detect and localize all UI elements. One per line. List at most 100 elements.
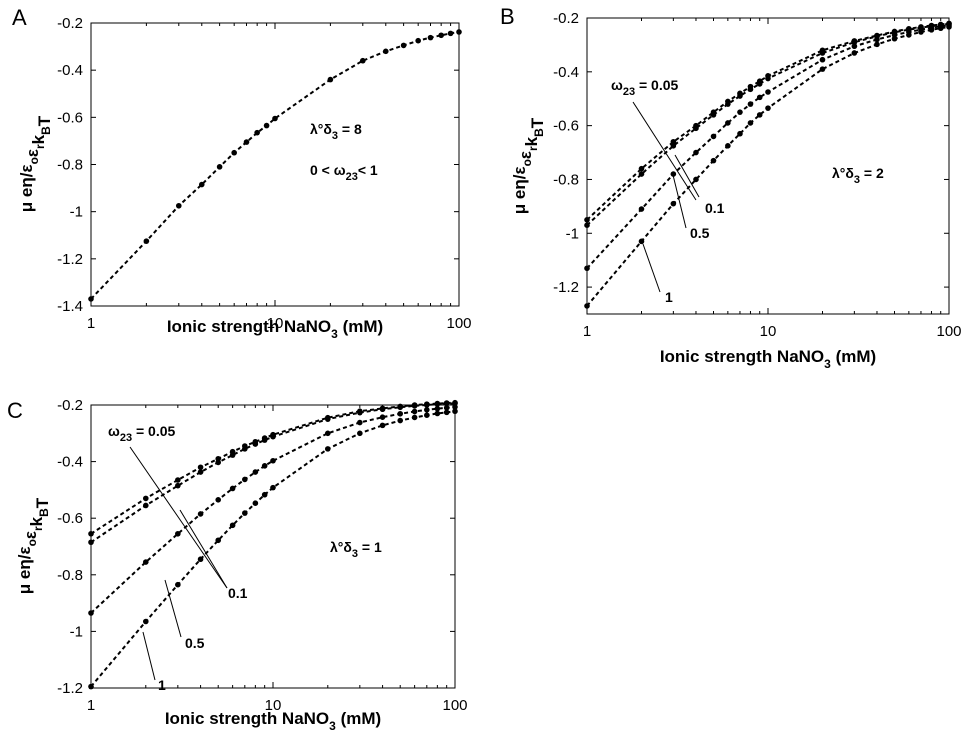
leader-line — [674, 154, 700, 198]
y-tick-label: -0.2 — [57, 397, 83, 414]
plot-frame — [90, 404, 456, 689]
data-point — [693, 125, 699, 132]
data-point — [400, 42, 407, 49]
y-tick-label: -1 — [566, 225, 579, 242]
data-point — [357, 430, 363, 437]
data-point — [197, 464, 204, 471]
data-point — [242, 476, 248, 483]
leader-line — [672, 174, 687, 229]
y-tick-label: -0.8 — [57, 567, 83, 584]
data-point — [252, 500, 259, 507]
series-0-5 — [88, 404, 458, 616]
x-tick-label: 1 — [583, 323, 591, 340]
data-point — [197, 469, 204, 475]
data-point — [765, 75, 771, 82]
data-point — [765, 105, 771, 111]
data-point — [928, 27, 935, 33]
data-point — [710, 157, 717, 164]
data-point — [584, 265, 590, 272]
data-point — [175, 530, 181, 537]
x-tick-label: 1 — [87, 315, 95, 332]
annotation: 0.1 — [705, 200, 725, 216]
x-axis-label: Ionic strength NaNO3 (mM) — [165, 709, 381, 733]
data-point — [756, 94, 763, 101]
data-point — [229, 485, 236, 492]
y-tick-label: -1.2 — [553, 279, 579, 296]
data-point — [261, 491, 268, 498]
data-point — [424, 402, 430, 408]
data-point — [243, 139, 250, 145]
data-point — [197, 556, 204, 563]
data-point — [438, 32, 444, 39]
x-tick-label: 100 — [936, 323, 961, 340]
annotation: ω23 = 0.05 — [611, 77, 678, 98]
series-0 — [88, 29, 462, 302]
data-point — [261, 463, 268, 469]
data-point — [272, 115, 278, 122]
data-point — [88, 530, 94, 537]
data-point — [270, 484, 276, 491]
data-point — [443, 409, 450, 416]
data-point — [270, 433, 276, 440]
data-point — [737, 109, 743, 115]
data-point — [710, 112, 717, 118]
data-point — [198, 181, 205, 188]
data-point — [270, 457, 276, 464]
data-point — [638, 206, 645, 212]
data-point — [397, 404, 404, 411]
leader-line — [129, 446, 228, 589]
annotation: λ°δ3 = 1 — [330, 539, 382, 560]
data-point — [452, 404, 458, 410]
data-point — [252, 469, 259, 475]
data-point — [584, 303, 590, 309]
y-tick-label: -0.4 — [553, 64, 579, 81]
y-tick-label: -0.8 — [553, 171, 579, 188]
series-0-1 — [584, 21, 952, 228]
y-tick-label: -0.2 — [553, 10, 579, 27]
data-point — [397, 410, 404, 417]
series-line — [90, 31, 460, 300]
data-point — [215, 497, 222, 503]
panel-label: C — [7, 398, 23, 423]
plot-frame — [90, 22, 460, 307]
y-tick-label: -1.4 — [57, 298, 83, 315]
y-tick-label: -1 — [70, 204, 83, 221]
annotation: ω23 = 0.05 — [108, 423, 175, 444]
leader-line — [632, 101, 697, 201]
data-point — [379, 406, 386, 413]
data-point — [891, 35, 898, 42]
series-1 — [88, 408, 458, 690]
data-point — [357, 419, 363, 426]
y-tick-label: -0.2 — [57, 15, 83, 32]
y-tick-label: -1.2 — [57, 680, 83, 697]
data-point — [874, 41, 880, 48]
data-point — [175, 482, 181, 489]
y-tick-label: -1 — [70, 623, 83, 640]
y-axis-label: μ eη/εoεrkBT — [17, 115, 54, 212]
leader-line — [164, 579, 182, 638]
data-point — [725, 101, 731, 107]
data-point — [737, 130, 743, 137]
data-point — [411, 414, 418, 421]
data-point — [229, 452, 236, 458]
x-tick-label: 100 — [442, 697, 467, 714]
data-point — [670, 138, 677, 145]
annotation: 1 — [665, 289, 673, 305]
data-point — [874, 36, 880, 43]
y-tick-label: -0.6 — [57, 109, 83, 126]
data-point — [725, 120, 731, 126]
data-point — [327, 76, 334, 83]
data-point — [918, 29, 924, 35]
series-line — [90, 410, 456, 688]
panel-b: B -1.2 -1 -0.8 -0.6 -0.4 -0.2 1 10 100 Ionic stren… — [500, 4, 962, 371]
series-1 — [584, 24, 952, 309]
leader-line — [642, 243, 661, 293]
data-point — [252, 441, 259, 447]
data-point — [447, 30, 454, 37]
y-axis-label: μ eη/εoεrkBT — [510, 117, 547, 214]
data-point — [670, 171, 677, 177]
y-tick-label: -0.6 — [553, 118, 579, 135]
data-point — [584, 222, 590, 228]
data-point — [424, 407, 430, 413]
